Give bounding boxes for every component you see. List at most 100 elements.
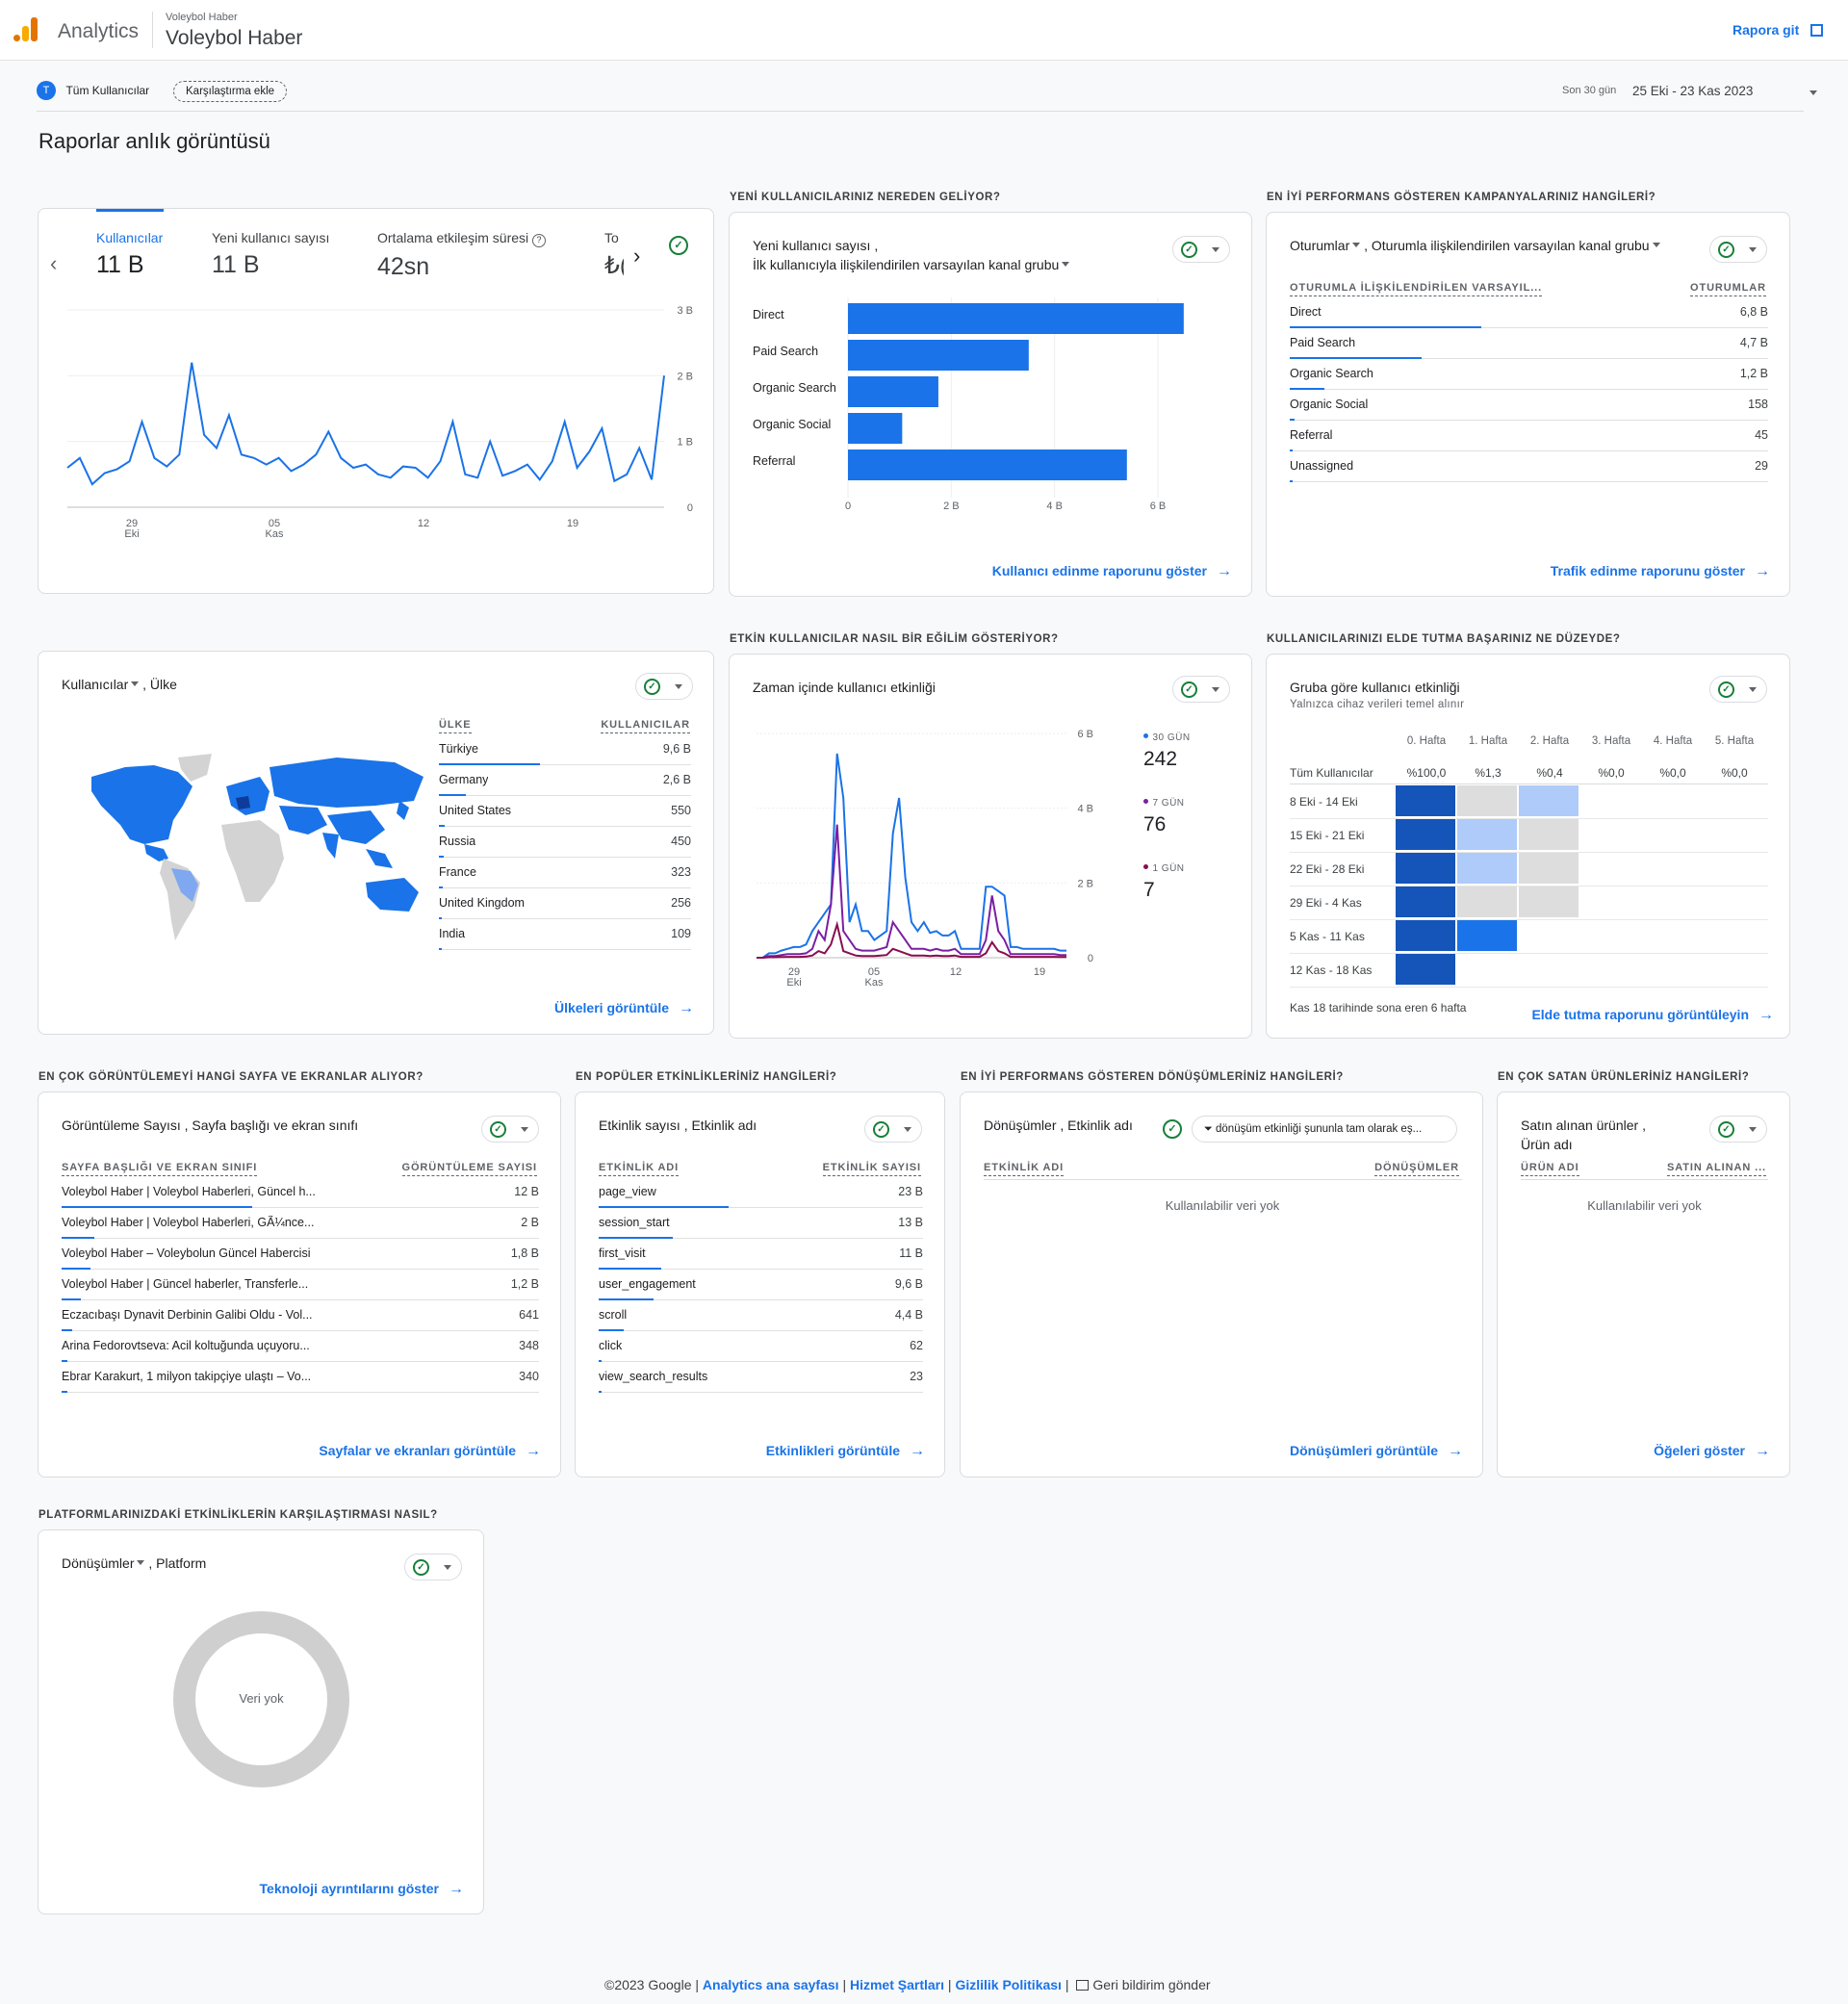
cohort-cell[interactable] — [1457, 819, 1517, 850]
table-row[interactable]: Paid Search 4,7 B — [1290, 328, 1768, 359]
go-to-report-link[interactable]: Rapora git — [1732, 22, 1824, 38]
analytics-home-link[interactable]: Analytics ana sayfası — [702, 1977, 839, 1992]
new-users-dimension[interactable]: İlk kullanıcıyla ilişkilendirilen varsay… — [753, 257, 1070, 272]
retention-report-link[interactable]: Elde tutma raporunu görüntüleyin → — [1531, 1007, 1774, 1024]
property-name[interactable]: Voleybol Haber — [166, 27, 303, 49]
feedback-link[interactable]: Geri bildirim gönder — [1072, 1977, 1211, 1992]
campaigns-title[interactable]: Oturumlar , Oturumla ilişkilendirilen va… — [1290, 238, 1660, 253]
cohort-cell[interactable] — [1396, 819, 1455, 850]
help-icon[interactable]: ? — [532, 234, 547, 247]
insight-menu-button[interactable]: ✓ — [864, 1116, 922, 1143]
column-header-country[interactable]: ÜLKE — [439, 719, 472, 733]
table-row[interactable]: Arina Fedorovtseva: Acil koltuğunda uçuy… — [62, 1331, 539, 1362]
cohort-cell[interactable] — [1396, 954, 1455, 985]
date-range-picker[interactable]: 25 Eki - 23 Kas 2023 — [1632, 83, 1827, 104]
table-row[interactable]: Türkiye 9,6 B — [439, 734, 691, 765]
bar-direct[interactable] — [848, 303, 1184, 334]
table-row[interactable]: India 109 — [439, 919, 691, 950]
insight-menu-button[interactable]: ✓ — [1172, 676, 1230, 703]
table-row[interactable]: Eczacıbaşı Dynavit Derbinin Galibi Oldu … — [62, 1300, 539, 1331]
bar-organic-social[interactable] — [848, 413, 903, 444]
cohort-cell[interactable] — [1519, 886, 1578, 917]
table-row[interactable]: Voleybol Haber – Voleybolun Güncel Haber… — [62, 1239, 539, 1270]
table-row[interactable]: Unassigned 29 — [1290, 451, 1768, 482]
account-name[interactable]: Voleybol Haber — [166, 12, 238, 23]
table-row[interactable]: United Kingdom 256 — [439, 888, 691, 919]
table-row[interactable]: scroll 4,4 B — [599, 1300, 923, 1331]
cohort-cell[interactable] — [1396, 920, 1455, 951]
insight-menu-button[interactable]: ✓ — [1709, 1116, 1767, 1143]
table-row[interactable]: page_view 23 B — [599, 1177, 923, 1208]
table-row[interactable]: Direct 6,8 B — [1290, 297, 1768, 328]
column-header-item-name[interactable]: ÜRÜN ADI — [1521, 1162, 1579, 1176]
insight-menu-button[interactable]: ✓ — [481, 1116, 539, 1143]
table-row[interactable]: Germany 2,6 B — [439, 765, 691, 796]
insight-menu-button[interactable]: ✓ — [1172, 236, 1230, 263]
table-row[interactable]: Voleybol Haber | Voleybol Haberleri, Gün… — [62, 1177, 539, 1208]
cohort-cell[interactable] — [1457, 886, 1517, 917]
table-row[interactable]: view_search_results 23 — [599, 1362, 923, 1393]
table-row[interactable]: Ebrar Karakurt, 1 milyon takipçiye ulaşt… — [62, 1362, 539, 1393]
cohort-cell[interactable] — [1519, 785, 1578, 816]
traffic-acquisition-link[interactable]: Trafik edinme raporunu göster → — [1551, 563, 1770, 580]
tab-new-users[interactable]: Yeni kullanıcı sayısı 11 B — [212, 230, 329, 279]
add-comparison-button[interactable]: Karşılaştırma ekle — [173, 81, 288, 102]
user-acquisition-link[interactable]: Kullanıcı edinme raporunu göster → — [992, 563, 1232, 580]
analytics-logo-icon[interactable] — [13, 17, 40, 44]
terms-link[interactable]: Hizmet Şartları — [849, 1977, 945, 1992]
column-header-users[interactable]: KULLANICILAR — [601, 719, 690, 733]
table-row[interactable]: first_visit 11 B — [599, 1239, 923, 1270]
column-header-event-name[interactable]: ETKİNLİK ADI — [599, 1162, 680, 1176]
column-header-channel[interactable]: OTURUMLA İLİŞKİLENDİRİLEN VARSAYIL... — [1290, 282, 1543, 296]
view-countries-link[interactable]: Ülkeleri görüntüle → — [554, 1000, 694, 1017]
insight-check-icon[interactable]: ✓ — [669, 236, 688, 255]
table-row[interactable]: Organic Social 158 — [1290, 390, 1768, 421]
country-card-title[interactable]: Kullanıcılar , Ülke — [62, 677, 177, 692]
table-row[interactable]: click 62 — [599, 1331, 923, 1362]
tab-total-revenue[interactable]: To ₺( — [604, 230, 624, 280]
view-items-link[interactable]: Öğeleri göster → — [1654, 1443, 1770, 1460]
column-header-conversions[interactable]: DÖNÜŞÜMLER — [1374, 1162, 1459, 1176]
table-row[interactable]: Organic Search 1,2 B — [1290, 359, 1768, 390]
all-users-chip[interactable]: T Tüm Kullanıcılar — [37, 81, 149, 102]
privacy-link[interactable]: Gizlilik Politikası — [955, 1977, 1062, 1992]
world-map[interactable] — [87, 748, 452, 950]
table-row[interactable]: Voleybol Haber | Voleybol Haberleri, GÃ¼… — [62, 1208, 539, 1239]
insight-menu-button[interactable]: ✓ — [1709, 676, 1767, 703]
cohort-cell[interactable] — [1457, 853, 1517, 884]
column-header-items-purchased[interactable]: SATIN ALINAN ... — [1666, 1162, 1766, 1176]
column-header-event-count[interactable]: ETKİNLİK SAYISI — [822, 1162, 921, 1176]
table-row[interactable]: United States 550 — [439, 796, 691, 827]
column-header-views[interactable]: GÖRÜNTÜLEME SAYISI — [401, 1162, 537, 1176]
conversion-filter-chip[interactable]: ⏷ dönüşüm etkinliği şununla tam olarak e… — [1192, 1116, 1457, 1143]
table-row[interactable]: Voleybol Haber | Güncel haberler, Transf… — [62, 1270, 539, 1300]
bar-referral[interactable] — [848, 450, 1127, 480]
cohort-cell[interactable] — [1396, 785, 1455, 816]
bar-paid-search[interactable] — [848, 340, 1029, 371]
next-tab-icon[interactable]: › — [633, 244, 641, 268]
bar-organic-search[interactable] — [848, 376, 938, 407]
insight-menu-button[interactable]: ✓ — [1709, 236, 1767, 263]
pages-screens-link[interactable]: Sayfalar ve ekranları görüntüle → — [319, 1443, 541, 1460]
tab-avg-engagement[interactable]: Ortalama etkileşim süresi ? 42sn — [377, 230, 547, 281]
insight-menu-button[interactable]: ✓ — [404, 1554, 462, 1580]
cohort-cell[interactable] — [1396, 886, 1455, 917]
platform-title[interactable]: Dönüşümler , Platform — [62, 1555, 206, 1571]
table-row[interactable]: user_engagement 9,6 B — [599, 1270, 923, 1300]
column-header-event-name[interactable]: ETKİNLİK ADI — [984, 1162, 1065, 1176]
column-header-page-title[interactable]: SAYFA BAŞLIĞI VE EKRAN SINIFI — [62, 1162, 258, 1176]
previous-tab-icon[interactable]: ‹ — [50, 251, 58, 275]
table-row[interactable]: session_start 13 B — [599, 1208, 923, 1239]
technology-details-link[interactable]: Teknoloji ayrıntılarını göster → — [260, 1881, 464, 1898]
column-header-sessions[interactable]: OTURUMLAR — [1690, 282, 1766, 296]
cohort-cell[interactable] — [1519, 853, 1578, 884]
cohort-cell[interactable] — [1457, 785, 1517, 816]
insight-menu-button[interactable]: ✓ — [635, 673, 693, 700]
table-row[interactable]: Russia 450 — [439, 827, 691, 858]
table-row[interactable]: Referral 45 — [1290, 421, 1768, 451]
table-row[interactable]: France 323 — [439, 858, 691, 888]
cohort-cell[interactable] — [1396, 853, 1455, 884]
cohort-cell[interactable] — [1457, 920, 1517, 951]
events-link[interactable]: Etkinlikleri görüntüle → — [766, 1443, 925, 1460]
conversions-link[interactable]: Dönüşümleri görüntüle → — [1290, 1443, 1463, 1460]
